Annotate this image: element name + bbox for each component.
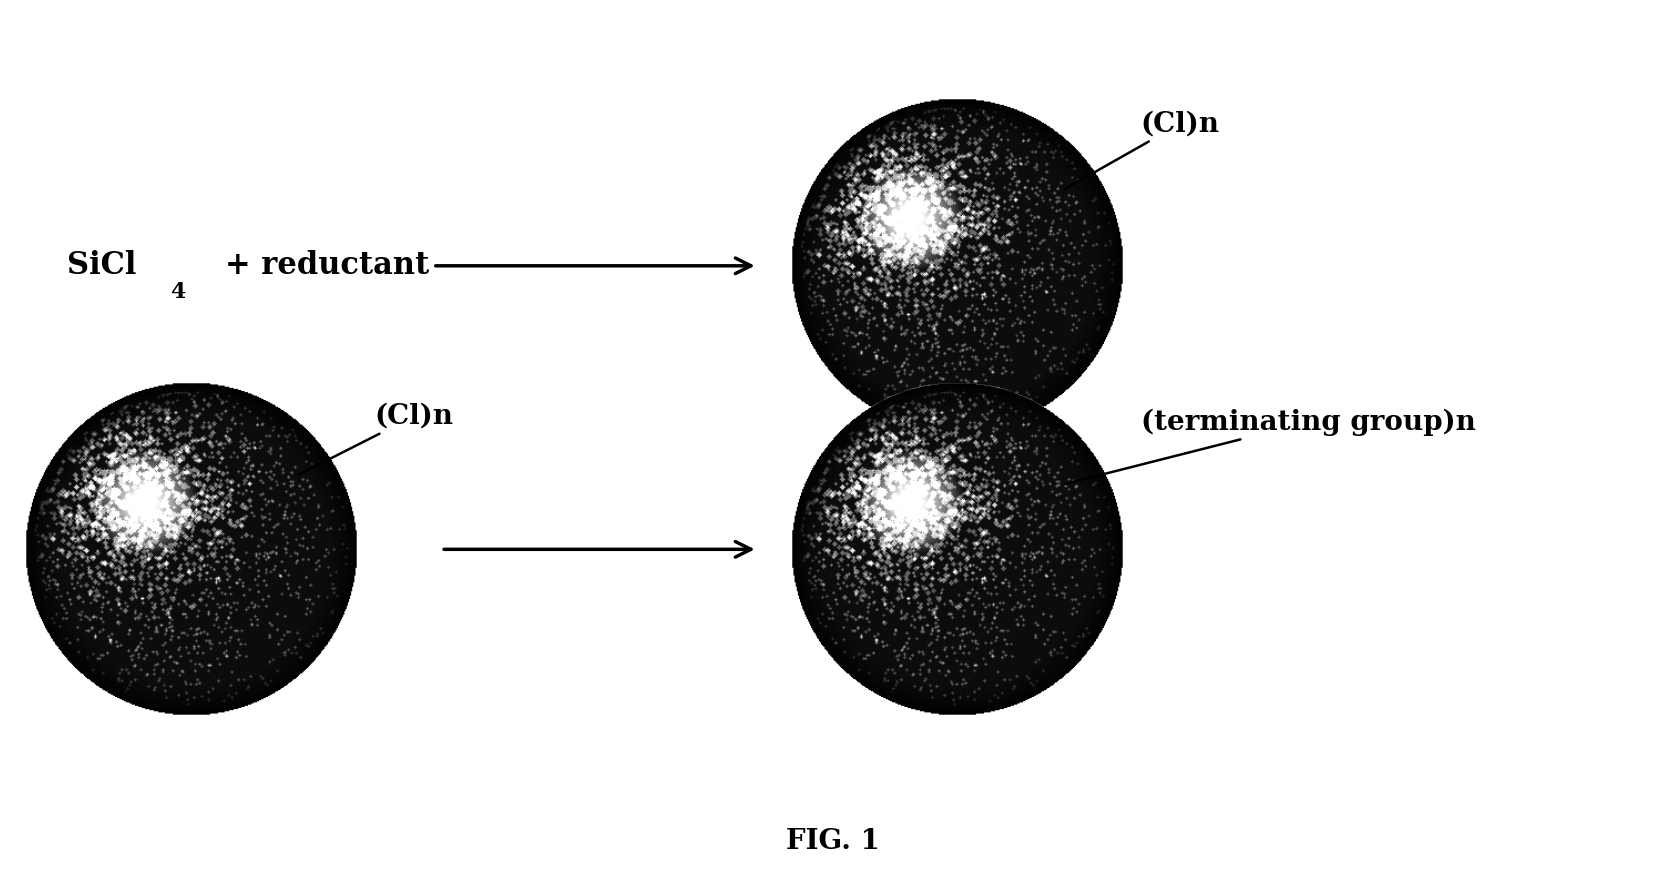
Text: + reductant: + reductant <box>225 251 429 281</box>
Text: FIG. 1: FIG. 1 <box>785 828 879 855</box>
Text: (terminating group)n: (terminating group)n <box>1065 408 1474 484</box>
Text: SiCl: SiCl <box>67 251 136 281</box>
Text: (Cl)n: (Cl)n <box>1063 111 1218 189</box>
Text: (Cl)n: (Cl)n <box>298 403 453 475</box>
Text: 4: 4 <box>170 282 185 303</box>
